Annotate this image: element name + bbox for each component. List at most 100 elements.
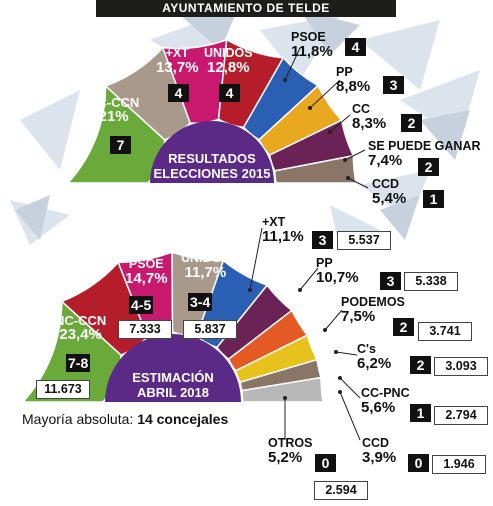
seats-2015-nc-ccn: 7: [110, 136, 131, 154]
votes-2018-otros: 2.594: [314, 481, 368, 500]
pct: 23,4%: [59, 326, 102, 343]
name: OTROS: [268, 436, 313, 450]
leader-line: [335, 351, 358, 356]
chart-title-line: ABRIL 2018: [137, 385, 209, 400]
label-2018-unidos: UNIDOS 11,7%: [181, 252, 230, 280]
name: +XT: [262, 215, 286, 229]
label-2018-pp: PP 10,7%: [316, 257, 359, 285]
votes-2018-nc-ccn: 11.673: [36, 380, 90, 399]
leader-dot: [323, 328, 327, 332]
seats-2018-cs: 2: [410, 356, 431, 374]
seats-2015-se-puede-ganar: 2: [418, 158, 439, 176]
pct: 14,7%: [125, 269, 168, 287]
pct: 11,8%: [291, 42, 333, 60]
name: PP: [336, 65, 353, 79]
pct: 21%: [98, 108, 129, 125]
votes-2018-psoe: 7.333: [118, 320, 172, 339]
page-title: AYUNTAMIENTO DE TELDE: [96, 0, 396, 17]
seats-2015-pp: 3: [383, 76, 404, 94]
label-2015-nc-ccn: NC-CCN 21%: [88, 96, 139, 124]
seats-2018-pp: 3: [380, 272, 401, 290]
label-2018-nc-ccn: NC-CCN 23,4%: [55, 314, 106, 342]
leader-dot: [308, 106, 312, 110]
name: +XT: [165, 46, 189, 60]
label-2018-cs: C's 6,2%: [357, 343, 391, 371]
label-2015-unidos: UNIDOS 12,8%: [204, 47, 253, 75]
leader-dot: [338, 390, 342, 394]
pct: 7,4%: [368, 151, 403, 169]
label-2015-xt: +XT 13,7%: [156, 47, 199, 75]
seats-2015-ccd: 1: [423, 190, 444, 208]
label-2015-psoe: PSOE 11,8%: [291, 31, 333, 59]
seats-2018-cc-pnc: 1: [410, 404, 431, 422]
label-2018-otros: OTROS 5,2%: [268, 437, 312, 465]
pct: 8,3%: [352, 114, 387, 132]
name: CCD: [372, 177, 400, 191]
name: PSOE: [128, 257, 164, 271]
name: PP: [316, 256, 333, 270]
leader-dot: [298, 288, 302, 292]
seats-2018-nc-ccn: 7-8: [66, 354, 91, 372]
name: CC-PNC: [361, 386, 410, 400]
leader-line: [249, 227, 263, 291]
pct: 13,7%: [156, 58, 199, 76]
seats-2015-xt: 4: [168, 84, 189, 102]
label-2018-ccd: CCD 3,9%: [362, 437, 396, 465]
votes-2018-unidos: 5.837: [183, 320, 237, 339]
label-2015-pp: PP 8,8%: [336, 66, 370, 94]
votes-2018-xt: 5.537: [337, 231, 391, 250]
leader-line: [299, 267, 319, 291]
leader-dot: [328, 130, 332, 134]
name: NC-CCN: [88, 95, 140, 110]
pct: 11,7%: [184, 263, 227, 281]
votes-2018-ccd: 1.946: [432, 455, 486, 474]
label-2015-ccd: CCD 5,4%: [372, 178, 406, 206]
chart-title-line: ESTIMACIÓN: [132, 370, 214, 385]
pct: 8,8%: [336, 77, 371, 95]
pct: 6,2%: [357, 354, 392, 372]
slice-ccd: [274, 154, 357, 184]
pct: 10,7%: [316, 268, 359, 286]
pct: 5,6%: [361, 398, 396, 416]
leader-dot: [283, 396, 287, 400]
votes-2018-cs: 3.093: [434, 357, 488, 376]
name: PSOE: [291, 30, 326, 44]
seats-2015-psoe: 4: [345, 38, 366, 56]
name: CCD: [362, 436, 390, 450]
chart-title-disc: [105, 334, 241, 402]
name: UNIDOS: [181, 251, 230, 265]
seats-2015-cc: 2: [401, 114, 422, 132]
leader-line: [347, 177, 369, 189]
pct: 11,1%: [262, 227, 304, 245]
seats-2015-unidos: 4: [219, 84, 240, 102]
pct: 5,2%: [268, 448, 303, 466]
leader-line: [339, 377, 361, 399]
chart-title-disc: [150, 121, 274, 183]
name: PODEMOS: [341, 295, 405, 309]
leader-line: [309, 79, 341, 109]
pct: 5,4%: [372, 189, 407, 207]
label-2015-se-puede-ganar: SE PUEDE GANAR 7,4%: [368, 140, 481, 168]
name: C's: [357, 342, 376, 356]
leader-dot: [334, 350, 338, 354]
majority-note: Mayoría absoluta: 14 concejales: [22, 411, 228, 427]
leader-line: [344, 149, 366, 161]
name: UNIDOS: [204, 46, 253, 60]
leader-dot: [283, 78, 287, 82]
leader-dot: [248, 288, 252, 292]
votes-2018-cc-pnc: 2.794: [434, 406, 488, 425]
name: NC-CCN: [55, 313, 107, 328]
leader-dot: [346, 176, 350, 180]
leader-line: [329, 114, 351, 133]
pct: 12,8%: [207, 58, 250, 76]
label-2018-podemos: PODEMOS 7,5%: [341, 296, 405, 324]
seats-2018-xt: 3: [312, 231, 333, 249]
leader-line: [339, 391, 361, 441]
label-2018-xt: +XT 11,1%: [262, 216, 304, 244]
name: CC: [352, 102, 371, 116]
seats-2018-ccd: 0: [408, 454, 429, 472]
pct: 3,9%: [362, 448, 397, 466]
majority-value: 14 concejales: [137, 411, 229, 427]
